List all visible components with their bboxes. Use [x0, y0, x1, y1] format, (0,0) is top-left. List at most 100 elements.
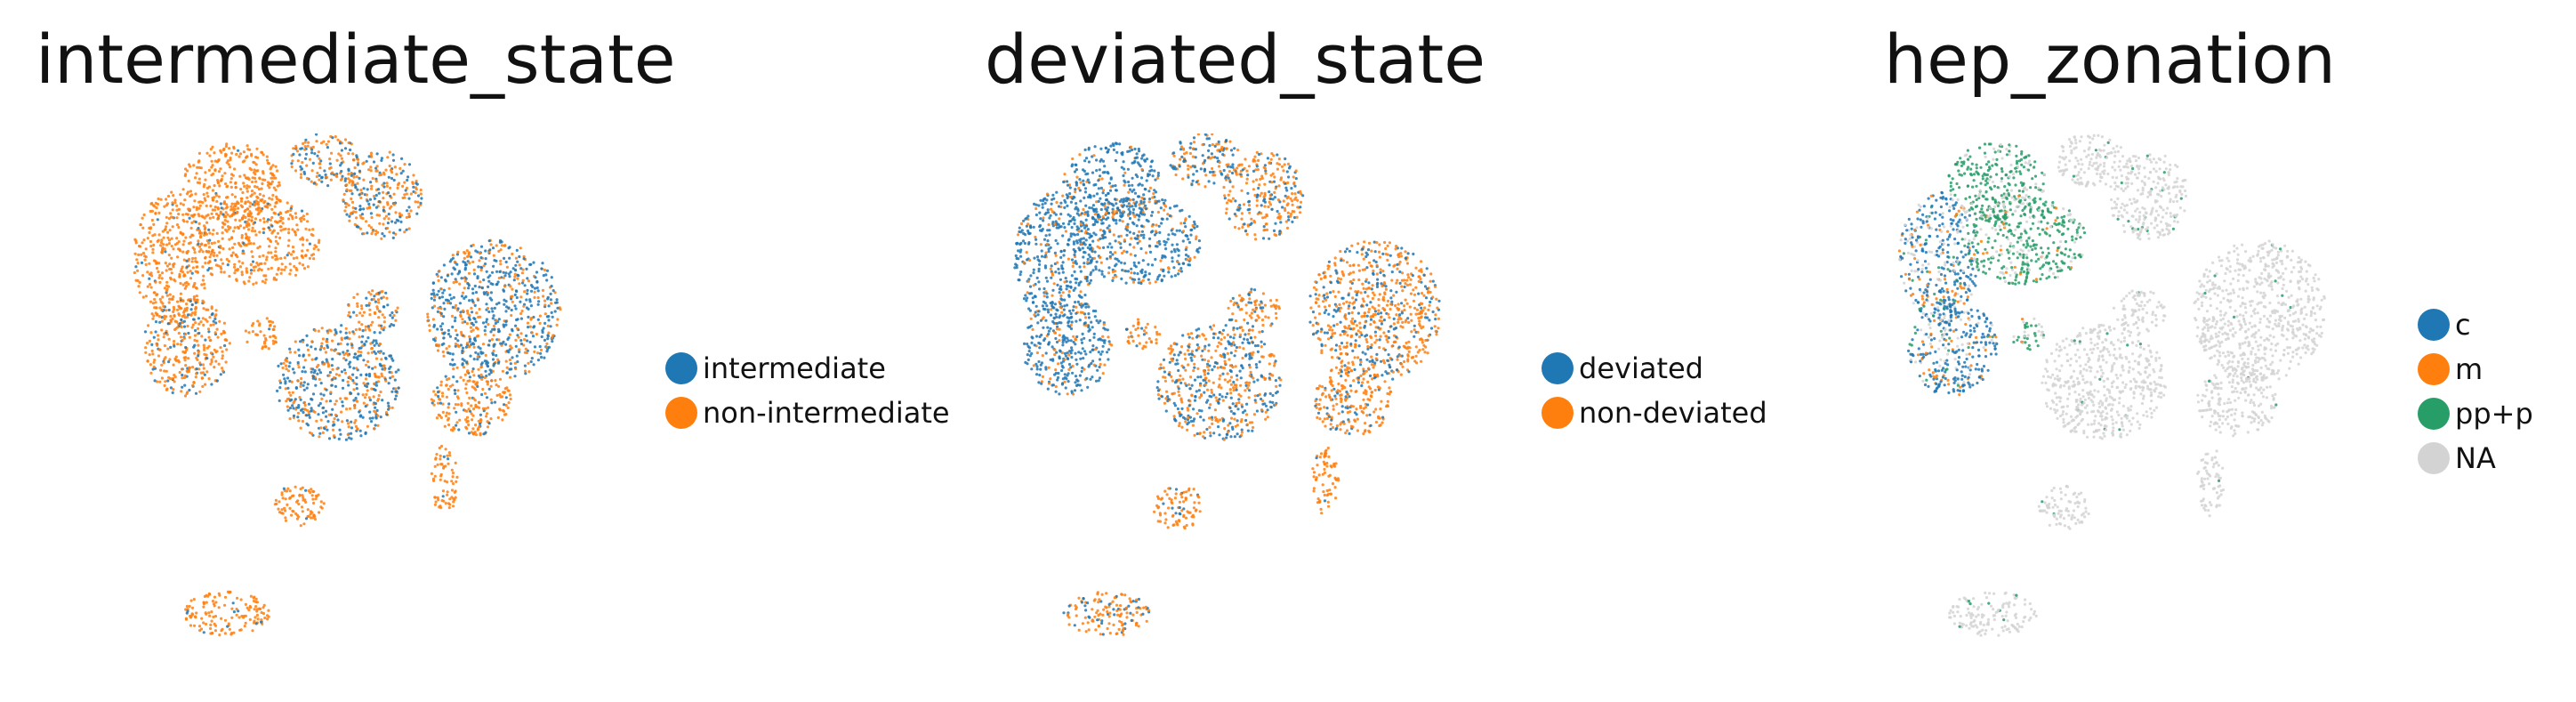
scatter-point [339, 178, 342, 182]
scatter-point [287, 238, 291, 242]
scatter-point [228, 165, 232, 169]
scatter-point [331, 136, 334, 140]
scatter-point [283, 268, 286, 271]
scatter-point [270, 224, 274, 228]
scatter-point [291, 246, 295, 249]
scatter-point [311, 145, 315, 149]
scatter-point [181, 299, 185, 303]
scatter-point [234, 204, 237, 207]
scatter-point [185, 265, 189, 269]
scatter-point [213, 206, 217, 209]
scatter-point [166, 194, 171, 198]
scatter-point [265, 255, 269, 259]
scatter-point [164, 250, 167, 254]
scatter-point [155, 306, 158, 310]
scatter-point [211, 208, 214, 212]
scatter-point [215, 199, 219, 203]
scatter-point [203, 216, 206, 220]
scatter-point [194, 256, 197, 260]
scatter-point [195, 172, 198, 175]
scatter-point [172, 265, 175, 269]
scatter-point [221, 247, 225, 251]
scatter-point [159, 241, 164, 245]
scatter-point [357, 157, 360, 161]
scatter-point [262, 172, 265, 175]
scatter-point [290, 165, 294, 169]
scatter-point [263, 199, 267, 203]
scatter-point [170, 271, 173, 275]
scatter-point [286, 254, 289, 257]
scatter-point [234, 182, 237, 185]
scatter-point [203, 233, 206, 237]
scatter-point [221, 174, 224, 178]
scatter-point [187, 242, 191, 246]
scatter-point [249, 271, 253, 275]
scatter-point [268, 197, 271, 200]
scatter-point [184, 236, 188, 239]
scatter-point [244, 215, 247, 219]
scatter-point [338, 141, 342, 145]
scatter-point [253, 269, 256, 272]
scatter-point [246, 184, 249, 188]
scatter-point [200, 283, 204, 286]
scatter-point [242, 280, 246, 284]
scatter-point [234, 253, 237, 256]
scatter-point [163, 247, 166, 251]
scatter-point [347, 152, 350, 156]
scatter-point [213, 241, 216, 245]
scatter-point [198, 204, 202, 207]
scatter-point [254, 176, 257, 180]
scatter-point [194, 220, 197, 224]
scatter-point [298, 262, 302, 265]
scatter-point [233, 167, 237, 171]
scatter-point [151, 302, 155, 305]
scatter-point [414, 200, 417, 204]
scatter-point [304, 152, 308, 156]
scatter-point [249, 194, 253, 198]
scatter-point [316, 154, 319, 157]
scatter-point [301, 263, 305, 267]
scatter-point [211, 232, 214, 236]
scatter-point [204, 255, 207, 259]
scatter-point [223, 172, 227, 175]
scatter-point [267, 251, 270, 254]
scatter-point [233, 195, 237, 198]
scatter-point [197, 250, 201, 254]
scatter-point [212, 215, 215, 219]
scatter-point [137, 253, 141, 256]
scatter-point [292, 250, 295, 254]
scatter-point [165, 204, 168, 207]
scatter-point [193, 199, 197, 203]
scatter-point [246, 187, 249, 190]
scatter-point [239, 199, 244, 203]
scatter-point [233, 207, 237, 211]
scatter-point [221, 231, 224, 235]
scatter-point [290, 214, 294, 218]
scatter-point [319, 141, 324, 145]
scatter-point [252, 265, 255, 269]
scatter-point [274, 235, 278, 238]
scatter-point [146, 270, 149, 274]
scatter-point [181, 250, 185, 254]
scatter-point [165, 215, 168, 219]
scatter-point [387, 213, 390, 216]
scatter-point [140, 261, 144, 264]
scatter-point [153, 291, 157, 295]
scatter-point [247, 223, 251, 227]
scatter-point [302, 217, 306, 222]
scatter-point [312, 246, 316, 251]
scatter-point [169, 314, 173, 319]
scatter-point [197, 182, 202, 185]
scatter-point [165, 269, 168, 272]
scatter-point [245, 267, 248, 270]
scatter-point [271, 193, 275, 198]
scatter-point [200, 231, 204, 235]
scatter-point [299, 238, 302, 241]
scatter-point [201, 201, 205, 205]
scatter-point [340, 161, 343, 165]
scatter-point [230, 237, 234, 240]
scatter-point [152, 243, 156, 247]
scatter-point [286, 244, 290, 247]
scatter-point [328, 157, 332, 161]
scatter-point [205, 232, 208, 236]
